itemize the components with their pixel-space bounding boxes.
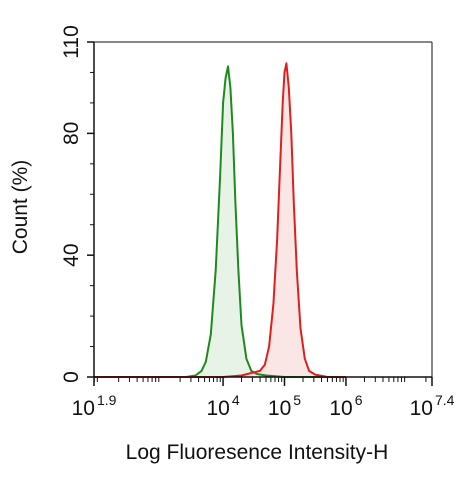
y-tick-labels: 0 40 80 110 bbox=[60, 25, 83, 383]
x-tick-label: 10 1.9 bbox=[72, 392, 117, 420]
x-tick-exponent: 7.4 bbox=[435, 392, 455, 408]
y-tick-label: 0 bbox=[60, 371, 83, 383]
x-tick-base: 10 bbox=[329, 397, 352, 420]
y-axis-title: Count (%) bbox=[9, 160, 32, 255]
series-1-line bbox=[94, 65, 346, 378]
chart-axes bbox=[93, 41, 433, 378]
x-tick-base: 10 bbox=[72, 397, 95, 420]
histogram-fills bbox=[94, 63, 346, 378]
x-tick-label: 10 7.4 bbox=[410, 392, 455, 420]
x-tick-labels: 10 1.9 10 4 10 5 10 6 10 7.4 bbox=[72, 392, 455, 420]
series-1-fill bbox=[94, 66, 346, 378]
x-tick-exponent: 6 bbox=[355, 392, 363, 408]
x-tick-label: 10 4 bbox=[206, 392, 239, 420]
y-tick-label: 40 bbox=[60, 244, 83, 267]
x-tick-base: 10 bbox=[268, 397, 291, 420]
x-tick-exponent: 1.9 bbox=[97, 392, 117, 408]
x-axis-title: Log Fluoresence Intensity-H bbox=[126, 441, 389, 464]
x-tick-exponent: 5 bbox=[293, 392, 301, 408]
x-tick-base: 10 bbox=[410, 397, 433, 420]
histogram-lines bbox=[94, 62, 346, 378]
x-tick-exponent: 4 bbox=[232, 392, 240, 408]
x-tick-label: 10 5 bbox=[268, 392, 301, 420]
x-tick-label: 10 6 bbox=[329, 392, 362, 420]
x-tick-base: 10 bbox=[206, 397, 229, 420]
tick-marks bbox=[87, 41, 433, 386]
y-tick-label: 110 bbox=[60, 25, 83, 58]
series-2-fill bbox=[94, 63, 346, 378]
y-tick-label: 80 bbox=[60, 122, 83, 145]
series-2-line bbox=[94, 62, 346, 378]
